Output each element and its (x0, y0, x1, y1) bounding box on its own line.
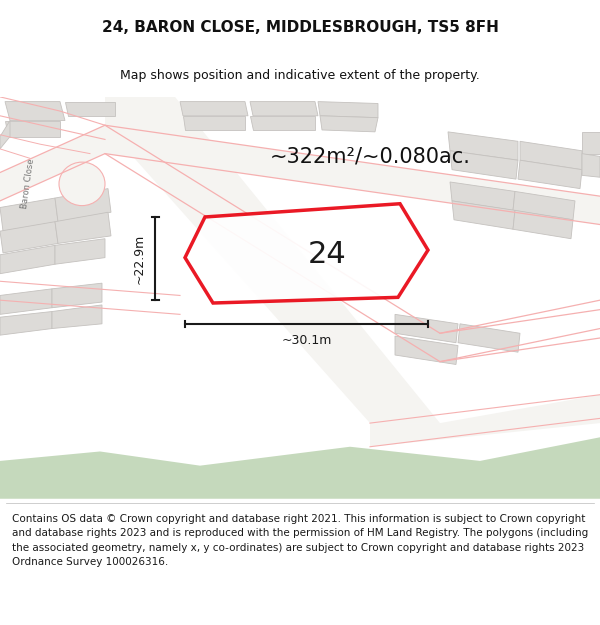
Polygon shape (395, 314, 458, 342)
Circle shape (59, 162, 105, 206)
Polygon shape (0, 125, 105, 201)
Text: Map shows position and indicative extent of the property.: Map shows position and indicative extent… (120, 69, 480, 82)
Text: Baron Close: Baron Close (20, 158, 36, 209)
Polygon shape (55, 239, 105, 264)
Polygon shape (180, 102, 248, 116)
Polygon shape (5, 102, 65, 121)
Text: ~22.9m: ~22.9m (133, 234, 146, 284)
Text: ~30.1m: ~30.1m (281, 334, 332, 348)
Polygon shape (0, 289, 52, 314)
Text: 24, BARON CLOSE, MIDDLESBROUGH, TS5 8FH: 24, BARON CLOSE, MIDDLESBROUGH, TS5 8FH (101, 19, 499, 34)
Polygon shape (520, 141, 582, 169)
Polygon shape (450, 151, 518, 179)
Polygon shape (185, 204, 428, 303)
Text: ~322m²/~0.080ac.: ~322m²/~0.080ac. (269, 146, 470, 166)
Polygon shape (55, 189, 111, 222)
Polygon shape (105, 97, 440, 423)
Polygon shape (318, 102, 378, 118)
Polygon shape (0, 121, 10, 149)
Polygon shape (183, 116, 245, 130)
Polygon shape (52, 283, 102, 308)
Polygon shape (0, 246, 55, 274)
Polygon shape (5, 121, 60, 137)
Polygon shape (250, 116, 315, 130)
Polygon shape (458, 324, 520, 352)
Polygon shape (450, 182, 515, 211)
Polygon shape (395, 336, 458, 364)
Polygon shape (582, 132, 600, 154)
Polygon shape (0, 222, 58, 253)
Polygon shape (582, 154, 600, 178)
Polygon shape (65, 102, 115, 116)
Polygon shape (320, 116, 378, 132)
Polygon shape (370, 395, 600, 447)
Polygon shape (0, 198, 58, 231)
Polygon shape (0, 438, 600, 499)
Polygon shape (452, 201, 515, 229)
Polygon shape (105, 125, 600, 224)
Text: Contains OS data © Crown copyright and database right 2021. This information is : Contains OS data © Crown copyright and d… (12, 514, 588, 567)
Polygon shape (52, 305, 102, 329)
Polygon shape (0, 311, 52, 335)
Polygon shape (513, 211, 573, 239)
Polygon shape (448, 132, 518, 160)
Polygon shape (518, 160, 582, 189)
Polygon shape (55, 213, 111, 244)
Polygon shape (250, 102, 318, 116)
Polygon shape (513, 191, 575, 220)
Text: 24: 24 (307, 240, 346, 269)
